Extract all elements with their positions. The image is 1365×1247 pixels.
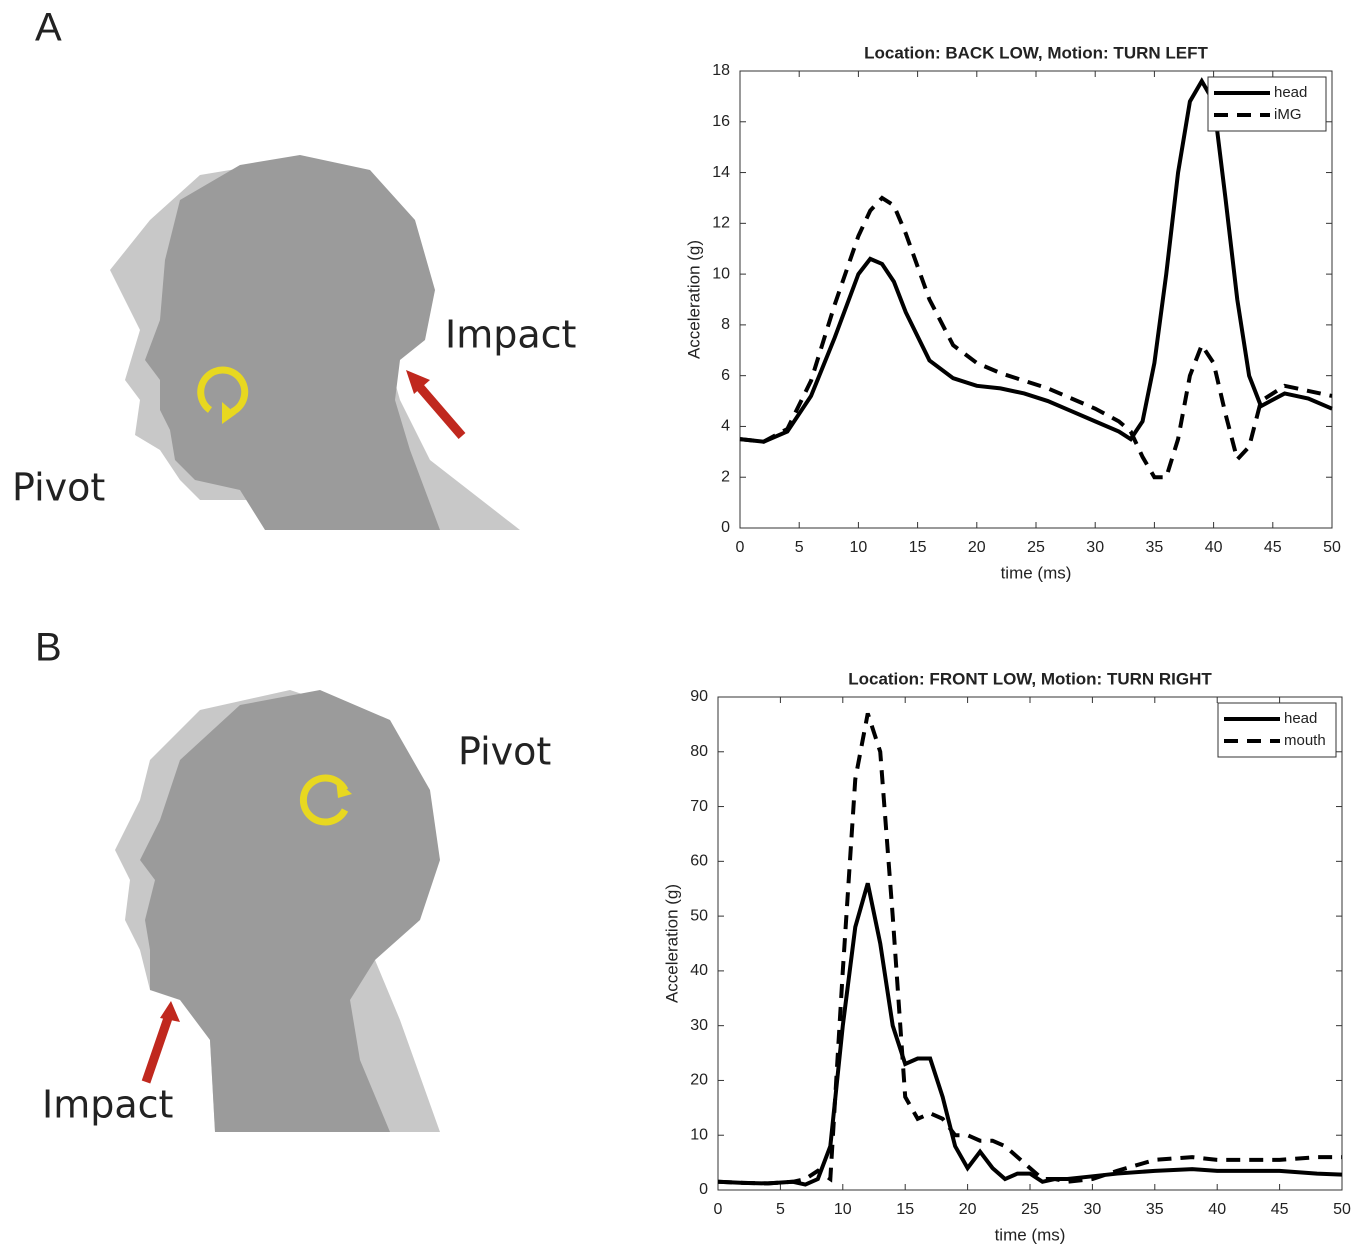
y-tick-label: 90 <box>690 688 708 705</box>
plot-frame <box>739 70 1333 529</box>
data-line <box>739 77 1333 444</box>
head-diagram-a <box>110 155 520 530</box>
y-tick-label: 70 <box>690 798 708 815</box>
y-tick-label: 18 <box>712 62 730 79</box>
plot-frame <box>717 696 1343 1191</box>
y-axis-label: Acceleration (g) <box>662 884 681 1003</box>
chart-title: Location: BACK LOW, Motion: TURN LEFT <box>864 43 1208 62</box>
head-diagram-b <box>115 690 440 1132</box>
impact-label: Impact <box>42 1083 173 1127</box>
y-tick-label: 0 <box>721 519 730 536</box>
x-tick-label: 35 <box>1146 539 1164 556</box>
chart-title: Location: FRONT LOW, Motion: TURN RIGHT <box>848 669 1212 688</box>
y-tick-label: 14 <box>712 164 730 181</box>
x-tick-label: 0 <box>714 1201 723 1218</box>
y-tick-label: 60 <box>690 853 708 870</box>
x-tick-label: 30 <box>1084 1201 1102 1218</box>
x-tick-label: 40 <box>1208 1201 1226 1218</box>
x-tick-label: 5 <box>776 1201 785 1218</box>
x-tick-label: 15 <box>909 539 927 556</box>
x-tick-label: 25 <box>1021 1201 1039 1218</box>
x-tick-label: 40 <box>1205 539 1223 556</box>
x-tick-label: 35 <box>1146 1201 1164 1218</box>
x-tick-label: 45 <box>1264 539 1282 556</box>
y-tick-label: 10 <box>712 265 730 282</box>
x-tick-label: 10 <box>850 539 868 556</box>
y-tick-label: 4 <box>721 418 730 435</box>
y-tick-label: 16 <box>712 113 730 130</box>
legend-box <box>1207 76 1327 132</box>
y-tick-label: 20 <box>690 1072 708 1089</box>
y-tick-label: 50 <box>690 907 708 924</box>
legend-label: head <box>1284 710 1317 727</box>
pivot-label: Pivot <box>458 730 551 774</box>
legend-label: iMG <box>1274 106 1302 123</box>
legend-label: head <box>1274 84 1307 101</box>
data-line <box>739 195 1333 480</box>
panel-label: B <box>35 626 62 670</box>
x-tick-label: 10 <box>834 1201 852 1218</box>
y-tick-label: 10 <box>690 1126 708 1143</box>
y-tick-label: 2 <box>721 468 730 485</box>
y-tick-label: 30 <box>690 1017 708 1034</box>
y-tick-label: 8 <box>721 316 730 333</box>
legend-box <box>1217 702 1337 758</box>
x-tick-label: 50 <box>1323 539 1341 556</box>
y-tick-label: 12 <box>712 215 730 232</box>
data-line <box>717 882 1343 1187</box>
x-tick-label: 25 <box>1027 539 1045 556</box>
x-tick-label: 5 <box>795 539 804 556</box>
y-tick-label: 40 <box>690 962 708 979</box>
x-tick-label: 0 <box>736 539 745 556</box>
x-tick-label: 50 <box>1333 1201 1351 1218</box>
y-tick-label: 0 <box>699 1181 708 1198</box>
x-axis-label: time (ms) <box>1001 563 1072 582</box>
legend-label: mouth <box>1284 732 1326 749</box>
y-tick-label: 80 <box>690 743 708 760</box>
x-tick-label: 30 <box>1086 539 1104 556</box>
x-tick-label: 15 <box>896 1201 914 1218</box>
panel-label: A <box>35 6 62 50</box>
x-axis-label: time (ms) <box>995 1225 1066 1244</box>
impact-label: Impact <box>445 313 576 357</box>
data-line <box>717 712 1342 1186</box>
y-axis-label: Acceleration (g) <box>684 240 703 359</box>
x-tick-label: 20 <box>968 539 986 556</box>
x-tick-label: 20 <box>959 1201 977 1218</box>
y-tick-label: 6 <box>721 367 730 384</box>
pivot-label: Pivot <box>12 466 105 510</box>
x-tick-label: 45 <box>1271 1201 1289 1218</box>
